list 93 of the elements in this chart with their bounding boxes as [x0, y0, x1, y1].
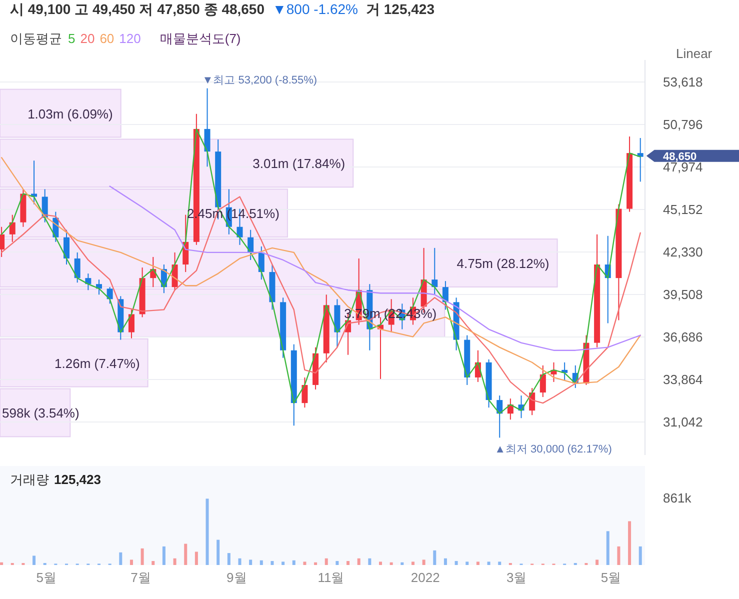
text: ▼800 -1.62% — [272, 1, 358, 17]
y-tick-label: 45,152 — [663, 202, 703, 218]
bar — [303, 562, 306, 565]
text: 거 125,423 — [366, 1, 435, 17]
bar — [596, 560, 599, 565]
bar — [390, 562, 393, 565]
bar — [130, 560, 133, 565]
bar — [206, 498, 209, 565]
y-tick-label: 33,864 — [663, 372, 703, 387]
bar — [617, 546, 620, 565]
chart-title: 매물분석도(7) — [160, 31, 241, 46]
y-tick-label: 53,618 — [663, 74, 703, 90]
bar — [260, 560, 263, 565]
line-series — [109, 186, 641, 351]
bar — [444, 558, 447, 565]
bar — [476, 562, 480, 565]
text: 시 49,100 고 49,450 저 47,850 종 48,650 — [10, 1, 265, 17]
data-label: 4.75m (28.12%) — [456, 256, 550, 271]
bar — [357, 558, 360, 565]
x-tick-label: 9월 — [226, 570, 247, 585]
legend-title: 이동평균 — [10, 31, 62, 46]
bar — [433, 550, 436, 565]
bar — [454, 561, 458, 565]
candlestick — [128, 309, 134, 339]
data-label: 3.01m (17.84%) — [252, 156, 346, 172]
text: 120 — [119, 31, 141, 46]
x-tick-label: 11월 — [318, 570, 344, 585]
bar — [487, 562, 490, 565]
bar — [173, 558, 176, 565]
bar — [216, 540, 220, 565]
bar — [628, 521, 632, 565]
bar — [411, 562, 414, 565]
y-tick-label: 50,796 — [663, 117, 703, 132]
bar — [292, 560, 296, 565]
candlestick — [64, 229, 70, 265]
text: 5 — [68, 31, 76, 46]
x-tick-label: 5월 — [600, 570, 622, 585]
candlestick — [432, 247, 438, 296]
candlestick — [74, 252, 80, 284]
line-series — [0, 156, 641, 384]
x-tick-label: 5월 — [36, 570, 57, 585]
bar — [314, 562, 318, 565]
bar — [32, 556, 36, 565]
bar — [379, 562, 382, 565]
annotation: ▲최저 30,000 (62.17%) — [494, 444, 612, 456]
bar — [422, 560, 426, 565]
candlestick — [258, 246, 264, 280]
bar — [249, 560, 252, 565]
text: 60 — [100, 31, 114, 46]
bar — [498, 562, 502, 565]
bar — [400, 562, 404, 565]
candlestick — [248, 229, 254, 260]
data-label: 598k (3.54%) — [2, 406, 80, 421]
bar — [184, 544, 188, 565]
x-tick-label: 2022 — [410, 570, 440, 585]
bar — [227, 553, 230, 565]
bar — [324, 558, 328, 565]
text: Linear — [676, 46, 713, 61]
text: 861k — [663, 490, 692, 506]
y-tick-label: 36,686 — [663, 329, 703, 344]
candlestick — [540, 364, 546, 398]
x-tick-label: 3월 — [506, 570, 527, 585]
annotation: 48,650 — [663, 150, 697, 163]
bar — [270, 561, 274, 565]
bar — [0, 562, 4, 565]
bar — [638, 546, 642, 565]
bar — [346, 561, 350, 565]
bar — [466, 562, 469, 565]
text: 20 — [80, 31, 95, 46]
bar — [140, 548, 144, 565]
bar — [162, 546, 166, 565]
bar — [238, 558, 242, 565]
bar — [194, 552, 198, 565]
data-label: 1.26m (7.47%) — [54, 356, 140, 371]
bar — [119, 552, 122, 565]
chart-title: 거래량 125,423 — [10, 472, 101, 487]
y-tick-label: 31,042 — [663, 414, 703, 430]
candlestick — [204, 88, 210, 168]
bar — [368, 558, 372, 565]
candlestick — [302, 376, 308, 408]
x-tick-label: 7월 — [130, 570, 151, 585]
bar — [152, 561, 155, 565]
bar — [282, 562, 285, 565]
candlestick — [0, 226, 5, 258]
y-tick-label: 42,330 — [663, 244, 703, 260]
candlestick — [106, 286, 113, 304]
annotation: ▼최고 53,200 (-8.55%) — [202, 74, 318, 86]
candlestick — [637, 138, 644, 182]
candlestick — [9, 214, 16, 242]
bar — [606, 531, 610, 565]
bar — [336, 561, 339, 565]
data-label: 1.03m (6.09%) — [28, 106, 113, 122]
y-tick-label: 39,508 — [663, 287, 703, 302]
